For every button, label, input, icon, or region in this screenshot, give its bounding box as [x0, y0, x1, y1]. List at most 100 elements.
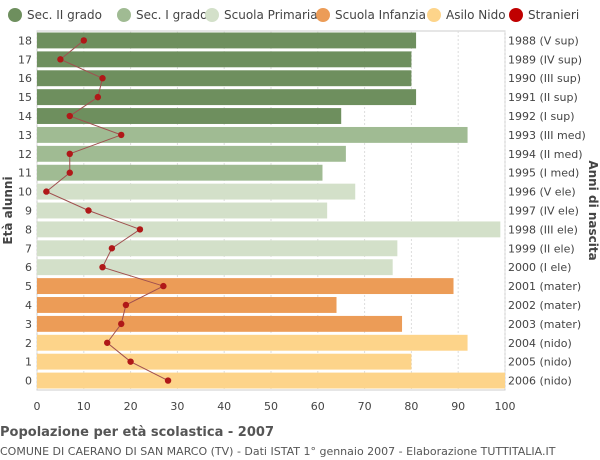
stranieri-point [66, 150, 73, 158]
stranieri-point [57, 56, 64, 63]
y-tick-label-year: 1997 (IV ele) [508, 205, 579, 218]
stranieri-point [66, 169, 73, 176]
y-tick-label-age: 12 [18, 148, 32, 161]
y-tick-label-year: 1999 (II ele) [508, 242, 575, 255]
x-tick-label: 70 [358, 400, 372, 413]
stranieri-point [127, 358, 134, 365]
legend-swatch [205, 8, 219, 22]
stranieri-point [160, 282, 167, 290]
y-tick-label-age: 13 [18, 129, 32, 142]
y-tick-label-age: 5 [25, 280, 32, 293]
y-tick-label-age: 16 [18, 72, 32, 85]
y-tick-label-year: 2002 (mater) [508, 299, 581, 312]
y-axis-title-right: Anni di nascita [586, 160, 600, 260]
y-tick-label-age: 15 [18, 91, 32, 104]
y-tick-label-year: 1995 (I med) [508, 167, 579, 180]
stranieri-point [104, 339, 111, 346]
legend-swatch [117, 8, 131, 22]
stranieri-point [164, 377, 172, 384]
x-tick-label: 20 [124, 400, 138, 413]
stranieri-point [99, 263, 106, 271]
x-tick-label: 50 [264, 400, 278, 413]
x-tick-label: 10 [77, 400, 91, 413]
legend-label: Sec. I grado [136, 8, 207, 22]
stranieri-point [122, 301, 130, 309]
legend-label: Scuola Primaria [224, 8, 318, 22]
y-tick-label-year: 1996 (V ele) [508, 186, 576, 199]
y-tick-label-age: 4 [25, 299, 32, 312]
bar [37, 183, 356, 200]
bar [37, 89, 417, 106]
stranieri-point [108, 245, 116, 252]
stranieri-point [118, 320, 125, 328]
bar [37, 70, 412, 87]
x-tick-label: 0 [34, 400, 41, 413]
y-tick-label-age: 6 [25, 261, 32, 274]
y-tick-label-age: 10 [18, 186, 32, 199]
y-tick-label-year: 1994 (II med) [508, 148, 583, 161]
legend-swatch [8, 8, 22, 22]
y-tick-label-year: 1990 (III sup) [508, 72, 581, 85]
bar [37, 32, 417, 49]
y-tick-label-age: 8 [25, 223, 32, 236]
legend-swatch [509, 8, 523, 22]
y-tick-label-age: 0 [25, 375, 32, 388]
stranieri-point [66, 112, 73, 120]
y-tick-label-year: 1992 (I sup) [508, 110, 575, 123]
legend-label: Sec. II grado [27, 8, 102, 22]
y-tick-label-year: 2003 (mater) [508, 318, 581, 331]
bar [37, 240, 398, 257]
stranieri-point [85, 207, 92, 214]
legend-label: Stranieri [528, 8, 579, 22]
legend-label: Asilo Nido [446, 8, 506, 22]
y-tick-label-year: 1988 (V sup) [508, 34, 579, 47]
y-tick-label-year: 1993 (III med) [508, 129, 586, 142]
x-tick-label: 30 [170, 400, 184, 413]
bar [37, 221, 501, 238]
bar [37, 108, 342, 124]
y-tick-label-age: 17 [18, 53, 32, 66]
x-tick-label: 90 [451, 400, 465, 413]
bar [37, 353, 412, 370]
x-tick-label: 40 [217, 400, 231, 413]
stranieri-point [43, 188, 50, 195]
bar [37, 126, 468, 143]
legend-label: Scuola Infanzia [335, 8, 426, 22]
y-tick-label-age: 14 [18, 110, 32, 123]
y-tick-label-age: 11 [18, 167, 32, 180]
x-tick-label: 60 [311, 400, 325, 413]
bar [37, 334, 468, 351]
y-tick-label-age: 2 [25, 337, 32, 350]
y-tick-label-age: 9 [25, 205, 32, 218]
stranieri-point [118, 131, 125, 139]
y-tick-label-year: 1998 (III ele) [508, 223, 578, 236]
stranieri-point [99, 75, 106, 82]
y-tick-label-age: 18 [18, 34, 32, 47]
x-tick-label: 100 [495, 400, 516, 413]
legend-swatch [427, 8, 441, 22]
y-tick-label-year: 2004 (nido) [508, 337, 572, 350]
y-tick-label-age: 7 [25, 242, 32, 255]
y-tick-label-year: 1989 (IV sup) [508, 53, 582, 66]
bar [37, 297, 337, 313]
stranieri-point [80, 37, 88, 44]
y-axis-title-left: Età alunni [1, 176, 15, 244]
bar [37, 202, 328, 219]
x-tick-label: 80 [404, 400, 418, 413]
bar [37, 278, 454, 295]
bar [37, 51, 412, 68]
chart-title: Popolazione per età scolastica - 2007 [0, 425, 274, 440]
bar [37, 315, 403, 332]
y-tick-label-year: 2001 (mater) [508, 280, 581, 293]
y-tick-label-age: 1 [25, 356, 32, 369]
chart-subtitle: COMUNE DI CAERANO DI SAN MARCO (TV) - Da… [0, 445, 556, 458]
y-tick-label-age: 3 [25, 318, 32, 331]
stranieri-point [94, 93, 102, 101]
bar [37, 372, 505, 389]
chart: Sec. II grado Sec. I grado Scuola Primaria… [1, 8, 600, 413]
bar [37, 259, 393, 276]
bar [37, 164, 323, 181]
legend-swatch [316, 8, 330, 22]
y-tick-label-year: 2006 (nido) [508, 375, 572, 388]
y-tick-label-year: 2005 (nido) [508, 356, 572, 369]
